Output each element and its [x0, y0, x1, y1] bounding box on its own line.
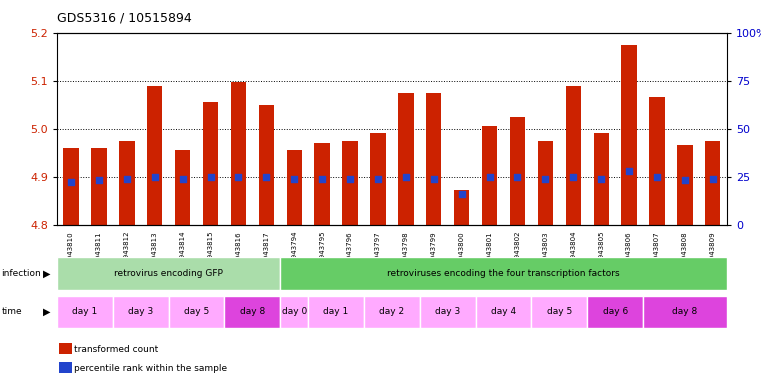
Point: [93, 177, 105, 184]
Bar: [342, 141, 358, 225]
Bar: [63, 148, 78, 225]
Bar: [482, 126, 497, 225]
Text: day 4: day 4: [491, 308, 516, 316]
Text: day 8: day 8: [240, 308, 265, 316]
Bar: [147, 86, 162, 225]
Bar: [287, 150, 302, 225]
Bar: [175, 150, 190, 225]
Bar: [622, 45, 637, 225]
Point: [567, 174, 579, 180]
Bar: [565, 86, 581, 225]
Text: day 3: day 3: [435, 308, 460, 316]
Bar: [314, 143, 330, 225]
Bar: [649, 98, 664, 225]
Bar: [398, 93, 413, 225]
Bar: [426, 93, 441, 225]
Point: [121, 175, 133, 182]
Point: [623, 168, 635, 174]
Point: [177, 175, 189, 182]
Point: [456, 191, 468, 197]
Bar: [231, 82, 246, 225]
Bar: [594, 134, 609, 225]
Point: [428, 175, 440, 182]
Point: [148, 174, 161, 180]
Bar: [57, 296, 113, 328]
Text: transformed count: transformed count: [74, 345, 158, 354]
Point: [511, 174, 524, 180]
Text: ▶: ▶: [43, 268, 51, 279]
Point: [651, 174, 663, 180]
Point: [400, 174, 412, 180]
Bar: [280, 296, 308, 328]
Bar: [119, 141, 135, 225]
Bar: [259, 105, 274, 225]
Text: day 1: day 1: [323, 308, 349, 316]
Bar: [420, 296, 476, 328]
Bar: [308, 296, 364, 328]
Point: [372, 175, 384, 182]
Bar: [587, 296, 643, 328]
Bar: [224, 296, 280, 328]
Point: [316, 175, 328, 182]
Text: retroviruses encoding the four transcription factors: retroviruses encoding the four transcrip…: [387, 269, 620, 278]
Bar: [113, 296, 169, 328]
Text: day 2: day 2: [379, 308, 405, 316]
Bar: [531, 296, 587, 328]
Bar: [538, 141, 553, 225]
Point: [540, 175, 552, 182]
Point: [65, 179, 77, 185]
Bar: [510, 117, 525, 225]
Bar: [91, 148, 107, 225]
Text: day 3: day 3: [128, 308, 154, 316]
Point: [232, 174, 244, 180]
Bar: [677, 146, 693, 225]
Point: [483, 174, 495, 180]
Text: percentile rank within the sample: percentile rank within the sample: [74, 364, 227, 373]
Bar: [203, 102, 218, 225]
Bar: [476, 296, 531, 328]
Bar: [169, 296, 224, 328]
Text: day 8: day 8: [672, 308, 698, 316]
Bar: [280, 257, 727, 290]
Bar: [371, 134, 386, 225]
Bar: [705, 141, 721, 225]
Text: day 6: day 6: [603, 308, 628, 316]
Text: GDS5316 / 10515894: GDS5316 / 10515894: [57, 12, 192, 25]
Point: [205, 174, 217, 180]
Bar: [57, 257, 280, 290]
Text: day 1: day 1: [72, 308, 97, 316]
Text: day 0: day 0: [282, 308, 307, 316]
Point: [344, 175, 356, 182]
Text: day 5: day 5: [546, 308, 572, 316]
Bar: [643, 296, 727, 328]
Point: [679, 177, 691, 184]
Text: retrovirus encoding GFP: retrovirus encoding GFP: [114, 269, 223, 278]
Point: [260, 174, 272, 180]
Text: day 5: day 5: [184, 308, 209, 316]
Text: ▶: ▶: [43, 307, 51, 317]
Bar: [454, 190, 470, 225]
Bar: [364, 296, 420, 328]
Point: [595, 175, 607, 182]
Point: [707, 175, 719, 182]
Point: [288, 175, 301, 182]
Text: time: time: [2, 308, 22, 316]
Text: infection: infection: [2, 269, 41, 278]
